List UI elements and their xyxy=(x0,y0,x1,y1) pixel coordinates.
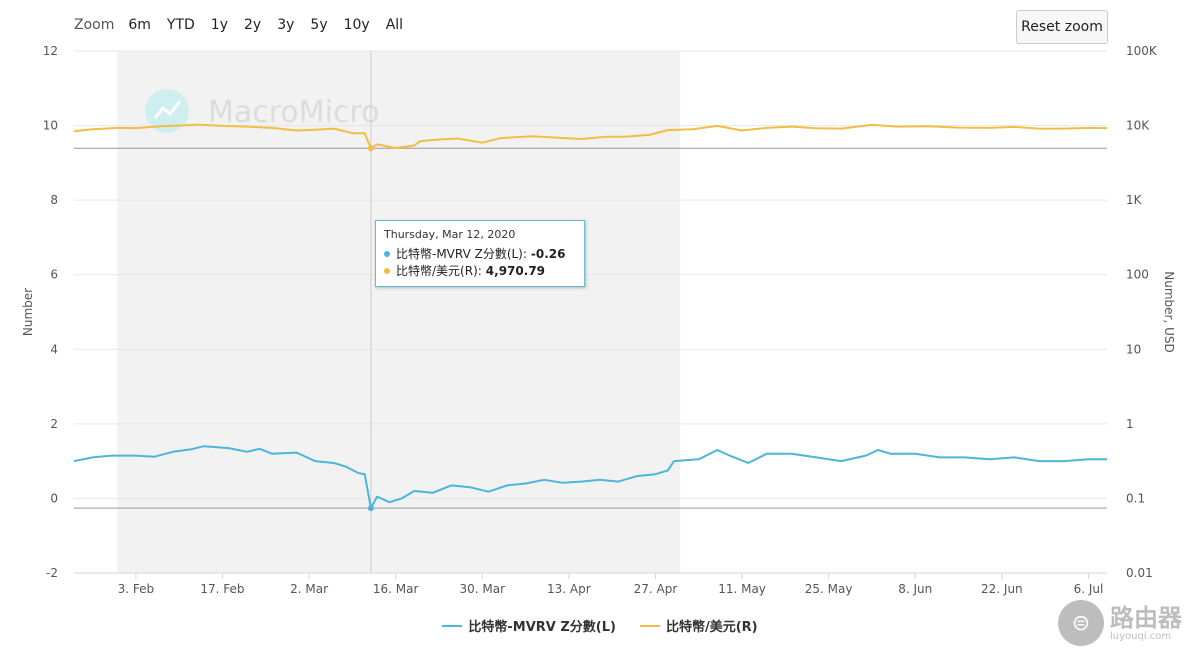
legend-label: 比特幣-MVRV Z分數(L) xyxy=(468,616,616,635)
selection-shade xyxy=(117,51,680,573)
y-right-tick-label: 10K xyxy=(1126,119,1150,133)
x-tick-label: 13. Apr xyxy=(547,582,591,596)
x-tick-label: 30. Mar xyxy=(459,582,505,596)
x-tick-label: 11. May xyxy=(718,582,766,596)
y-left-axis-title: Number xyxy=(21,288,35,336)
tooltip-value: 4,970.79 xyxy=(486,264,545,278)
y-left-tick-label: -2 xyxy=(46,566,58,580)
legend-item-mvrv[interactable]: 比特幣-MVRV Z分數(L) xyxy=(442,616,616,635)
y-left-tick-label: 8 xyxy=(50,193,58,207)
x-tick-label: 17. Feb xyxy=(200,582,244,596)
legend-line-icon xyxy=(442,625,462,627)
y-right-tick-label: 0.1 xyxy=(1126,491,1145,505)
x-tick-label: 22. Jun xyxy=(981,582,1023,596)
tooltip-label: 比特幣-MVRV Z分數(L): xyxy=(396,245,527,262)
y-left-tick-label: 4 xyxy=(50,342,58,356)
watermark-text: MacroMicro xyxy=(208,95,380,130)
y-left-tick-label: 12 xyxy=(43,44,58,58)
x-tick-label: 25. May xyxy=(805,582,853,596)
y-right-tick-label: 100 xyxy=(1126,268,1149,282)
y-right-tick-label: 100K xyxy=(1126,44,1158,58)
y-right-tick-label: 0.01 xyxy=(1126,566,1153,580)
corner-logo-url: luyouqi.com xyxy=(1110,631,1182,642)
mvrv-hover-marker xyxy=(368,505,374,511)
y-left-tick-label: 6 xyxy=(50,268,58,282)
x-tick-label: 3. Feb xyxy=(118,582,155,596)
corner-logo: ⊜ 路由器 luyouqi.com xyxy=(1058,600,1182,646)
chart[interactable]: MacroMicro -2 0 2 4 6 8 10 12 0.01 0.1 1 10 100 1K 10K… xyxy=(0,0,1200,610)
corner-logo-text: 路由器 luyouqi.com xyxy=(1110,605,1182,642)
corner-logo-title: 路由器 xyxy=(1110,605,1182,631)
x-tick-label: 8. Jun xyxy=(898,582,932,596)
legend-line-icon xyxy=(640,625,660,627)
tooltip-label: 比特幣/美元(R): xyxy=(396,262,482,279)
tooltip-value: -0.26 xyxy=(531,247,566,261)
x-tick-label: 16. Mar xyxy=(373,582,419,596)
y-right-tick-label: 10 xyxy=(1126,342,1141,356)
x-tick-label: 27. Apr xyxy=(634,582,678,596)
legend: 比特幣-MVRV Z分數(L) 比特幣/美元(R) xyxy=(0,616,1200,635)
y-right-axis-title: Number, USD xyxy=(1162,271,1176,352)
router-logo-icon: ⊜ xyxy=(1058,600,1104,646)
y-right-tick-label: 1 xyxy=(1126,417,1134,431)
price-hover-marker xyxy=(368,145,374,151)
tooltip-date: Thursday, Mar 12, 2020 xyxy=(384,228,576,241)
legend-item-price[interactable]: 比特幣/美元(R) xyxy=(640,616,758,635)
tooltip-row-price: 比特幣/美元(R): 4,970.79 xyxy=(384,262,576,279)
tooltip-row-mvrv: 比特幣-MVRV Z分數(L): -0.26 xyxy=(384,245,576,262)
tooltip: Thursday, Mar 12, 2020 比特幣-MVRV Z分數(L): … xyxy=(375,220,585,287)
legend-label: 比特幣/美元(R) xyxy=(666,616,758,635)
series-dot-icon xyxy=(384,251,390,257)
y-left-tick-label: 0 xyxy=(50,491,58,505)
x-tick-label: 6. Jul xyxy=(1074,582,1104,596)
x-tick-label: 2. Mar xyxy=(290,582,328,596)
y-left-tick-label: 10 xyxy=(43,119,58,133)
y-right-tick-label: 1K xyxy=(1126,193,1143,207)
y-left-tick-label: 2 xyxy=(50,417,58,431)
series-dot-icon xyxy=(384,268,390,274)
